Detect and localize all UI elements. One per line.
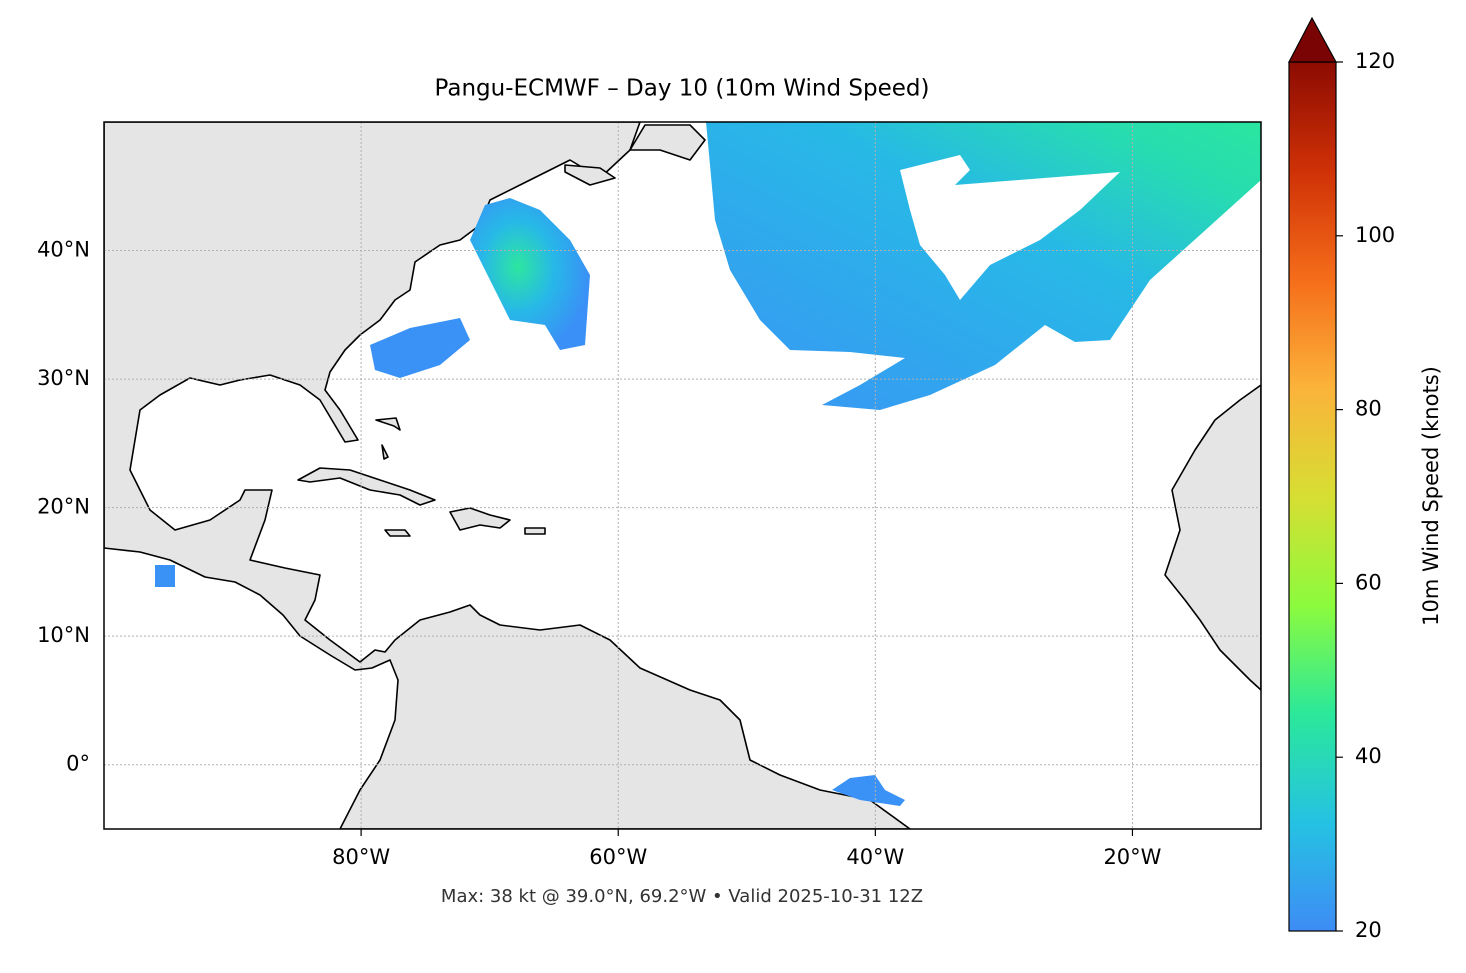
cuba xyxy=(297,467,436,506)
colorbar xyxy=(1288,61,1337,932)
bahamas xyxy=(375,417,401,460)
colorbar-tick-label: 80 xyxy=(1355,397,1382,421)
x-tick-label: 20°W xyxy=(1103,845,1161,869)
newfoundland xyxy=(564,124,706,186)
hispaniola xyxy=(449,507,511,531)
annotation: Max: 38 kt @ 39.0°N, 69.2°W • Valid 2025… xyxy=(441,886,923,907)
colorbar-tick-label: 60 xyxy=(1355,570,1382,594)
colorbar-tick-label: 40 xyxy=(1355,744,1382,768)
colorbar-tick-label: 20 xyxy=(1355,918,1382,942)
africa xyxy=(1164,384,1261,691)
puerto-rico xyxy=(524,527,546,535)
colorbar-tick-label: 100 xyxy=(1355,223,1395,247)
map xyxy=(104,122,1261,829)
y-tick-label: 0° xyxy=(66,752,90,776)
chart-title: Pangu-ECMWF – Day 10 (10m Wind Speed) xyxy=(435,76,930,102)
x-tick-label: 40°W xyxy=(846,845,904,869)
colorbar-extend xyxy=(1288,16,1338,63)
y-tick-label: 40°N xyxy=(37,238,90,262)
colorbar-label: 10m Wind Speed (knots) xyxy=(1419,366,1443,626)
x-tick-label: 60°W xyxy=(589,845,647,869)
americas xyxy=(104,122,911,829)
y-tick-label: 10°N xyxy=(37,623,90,647)
jamaica xyxy=(384,529,411,537)
colorbar-tick-label: 120 xyxy=(1355,49,1395,73)
y-tick-label: 20°N xyxy=(37,495,90,519)
wind-field xyxy=(706,122,1261,410)
plot-frame xyxy=(103,121,1262,830)
gridlines xyxy=(104,122,1261,829)
x-tick-label: 80°W xyxy=(332,845,390,869)
wind-field xyxy=(470,198,590,350)
y-tick-label: 30°N xyxy=(37,366,90,390)
